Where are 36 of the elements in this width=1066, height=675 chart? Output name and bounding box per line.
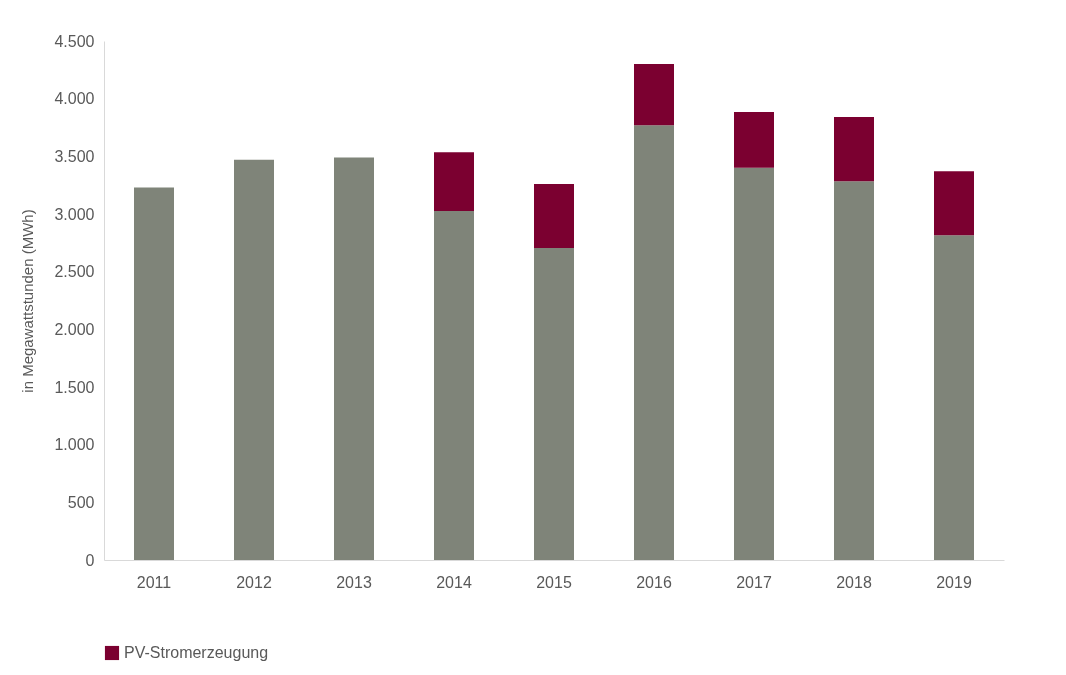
y-tick-label: 1.500 — [54, 378, 95, 396]
x-tick-label: 2017 — [736, 573, 772, 591]
bar — [734, 167, 774, 560]
y-tick-label: 0 — [85, 551, 95, 569]
y-tick-label: 2.500 — [54, 263, 95, 281]
x-tick-label: 2012 — [236, 573, 272, 591]
y-axis-title: in Megawattstunden (MWh) — [19, 209, 37, 393]
bar — [134, 187, 174, 560]
bar — [834, 117, 874, 182]
bar — [934, 235, 974, 560]
y-tick-label: 4.000 — [54, 90, 95, 108]
x-tick-label: 2016 — [636, 573, 672, 591]
bar — [534, 184, 574, 249]
bar — [834, 181, 874, 560]
x-tick-label: 2011 — [136, 573, 172, 591]
bar — [234, 159, 274, 560]
y-tick-label: 1.000 — [54, 436, 95, 454]
legend-label: PV-Stromerzeugung — [124, 644, 269, 661]
bar — [534, 248, 574, 560]
y-tick-label: 3.000 — [54, 205, 95, 223]
y-tick-label: 2.000 — [54, 320, 95, 338]
bar — [434, 152, 474, 212]
bar — [334, 157, 374, 560]
bar — [634, 64, 674, 126]
y-tick-label: 3.500 — [54, 147, 95, 165]
bar — [634, 125, 674, 560]
bar — [734, 111, 774, 168]
x-tick-label: 2019 — [936, 573, 972, 591]
y-tick-label: 500 — [67, 493, 95, 511]
bar — [434, 211, 474, 560]
x-tick-label: 2015 — [536, 573, 572, 591]
x-tick-label: 2013 — [336, 573, 372, 591]
bar — [934, 171, 974, 236]
x-tick-label: 2018 — [836, 573, 872, 591]
y-tick-label: 4.500 — [54, 32, 95, 50]
x-tick-label: 2014 — [436, 573, 472, 591]
